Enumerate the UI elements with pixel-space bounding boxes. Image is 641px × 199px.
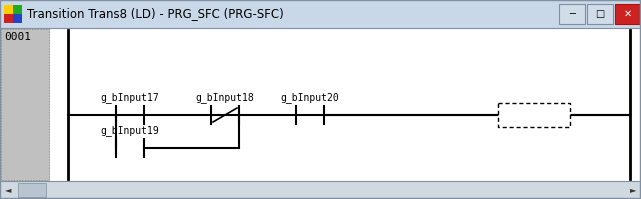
Bar: [0, 28, 641, 181]
Text: g_bInput20: g_bInput20: [281, 92, 339, 103]
Text: 0001: 0001: [4, 32, 31, 42]
Bar: [0, 28, 50, 181]
Bar: [615, 4, 641, 24]
Bar: [4, 14, 13, 23]
Bar: [1, 29, 49, 180]
Bar: [559, 4, 585, 24]
Bar: [18, 183, 46, 197]
Bar: [13, 5, 22, 14]
Text: g_bInput18: g_bInput18: [196, 92, 254, 103]
Text: Transition Trans8 (LD) - PRG_SFC (PRG-SFC): Transition Trans8 (LD) - PRG_SFC (PRG-SF…: [27, 8, 284, 20]
Text: ►: ►: [629, 185, 637, 194]
Bar: [4, 5, 13, 14]
Text: g_bInput19: g_bInput19: [101, 125, 160, 136]
Text: ✕: ✕: [624, 9, 632, 19]
Bar: [4, 5, 22, 23]
Text: g_bInput17: g_bInput17: [101, 92, 160, 103]
Bar: [498, 103, 570, 127]
Text: □: □: [595, 9, 604, 19]
Text: ◄: ◄: [4, 185, 12, 194]
Bar: [13, 14, 22, 23]
Text: ─: ─: [569, 9, 575, 19]
Bar: [0, 181, 641, 199]
Bar: [587, 4, 613, 24]
Bar: [0, 0, 641, 28]
